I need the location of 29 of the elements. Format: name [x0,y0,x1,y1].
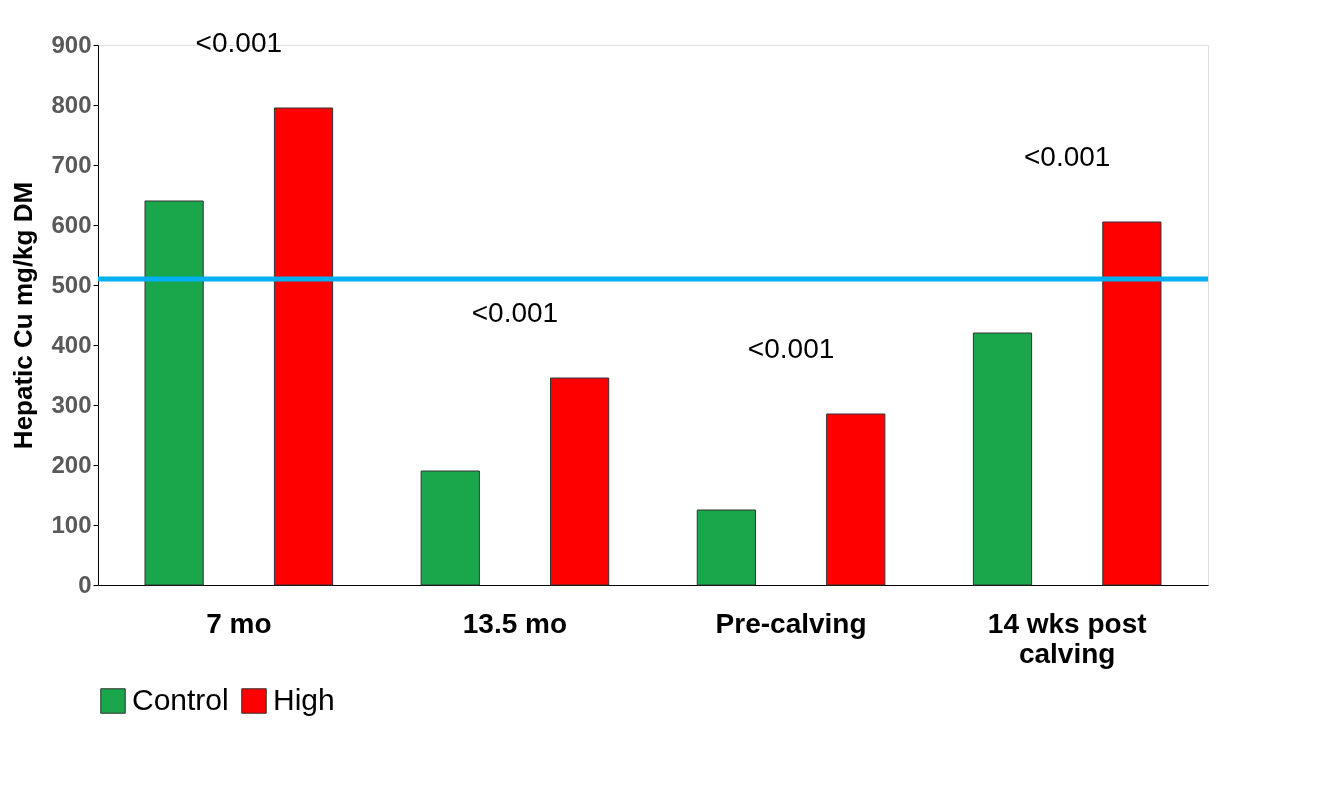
x-tick-label: 7 mo [206,607,272,639]
x-tick-label: 13.5 mo [462,607,568,639]
x-tick-label: 14 wks post calving [987,607,1147,669]
y-tick-label: 100 [51,510,92,538]
y-tick-label: 400 [51,330,92,358]
y-tick-label: 0 [78,570,92,598]
bar [273,107,334,586]
y-tick-label: 200 [51,450,92,478]
legend-label: Control [132,683,229,716]
bar [972,332,1033,586]
y-tick-label: 800 [51,90,92,118]
bar [144,200,204,586]
legend-label: High [273,683,335,716]
bar [826,413,886,586]
annotation: <0.001 [1023,141,1111,172]
bar [420,470,480,586]
y-axis-title: Hepatic Cu mg/kg DM [8,181,39,450]
y-tick-label: 300 [51,390,92,418]
annotation: <0.001 [747,333,835,364]
annotation: <0.001 [195,27,283,58]
y-tick-label: 700 [51,150,92,178]
bar [550,377,610,586]
y-tick-label: 900 [51,30,92,58]
x-tick-label: Pre-calving [715,607,867,639]
annotation: <0.001 [471,297,559,328]
bar [1102,221,1162,586]
y-tick-label: 500 [51,270,92,298]
bar [696,509,756,586]
y-tick-label: 600 [51,210,92,238]
